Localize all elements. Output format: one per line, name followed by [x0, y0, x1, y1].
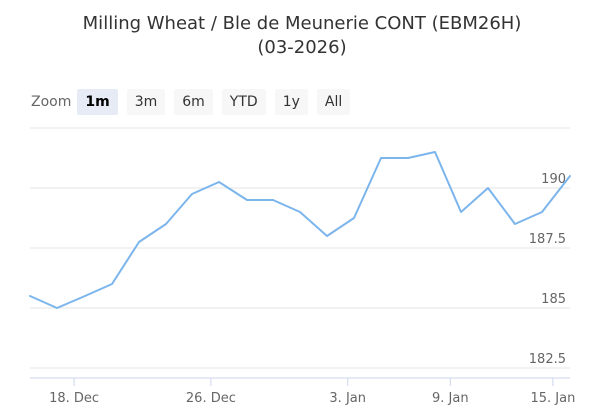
- zoom-button-1y[interactable]: 1y: [274, 89, 308, 115]
- x-tick-label: 9. Jan: [432, 391, 469, 406]
- y-tick-label: 187.5: [529, 232, 566, 247]
- chart-title: Milling Wheat / Ble de Meunerie CONT (EB…: [0, 12, 604, 60]
- x-tick-label: 26. Dec: [186, 391, 236, 406]
- y-tick-label: 185: [541, 292, 566, 307]
- zoom-label: Zoom: [31, 94, 72, 110]
- chart-title-line-1: Milling Wheat / Ble de Meunerie CONT (EB…: [82, 13, 522, 34]
- x-tick-label: 3. Jan: [329, 391, 366, 406]
- y-tick-label: 182.5: [529, 352, 566, 367]
- y-tick-label: 190: [541, 172, 566, 187]
- x-tick-label: 18. Dec: [49, 391, 99, 406]
- zoom-button-3m[interactable]: 3m: [126, 89, 166, 115]
- chart-title-line-2: (03-2026): [257, 37, 347, 58]
- zoom-button-1m[interactable]: 1m: [77, 89, 118, 115]
- zoom-button-6m[interactable]: 6m: [174, 89, 213, 115]
- zoom-button-ytd[interactable]: YTD: [221, 89, 266, 115]
- zoom-button-all[interactable]: All: [316, 89, 351, 115]
- price-series-line: [29, 151, 571, 309]
- zoom-bar: Zoom 1m 3m 6m YTD 1y All: [31, 89, 359, 115]
- x-tick-label: 15. Jan: [530, 391, 575, 406]
